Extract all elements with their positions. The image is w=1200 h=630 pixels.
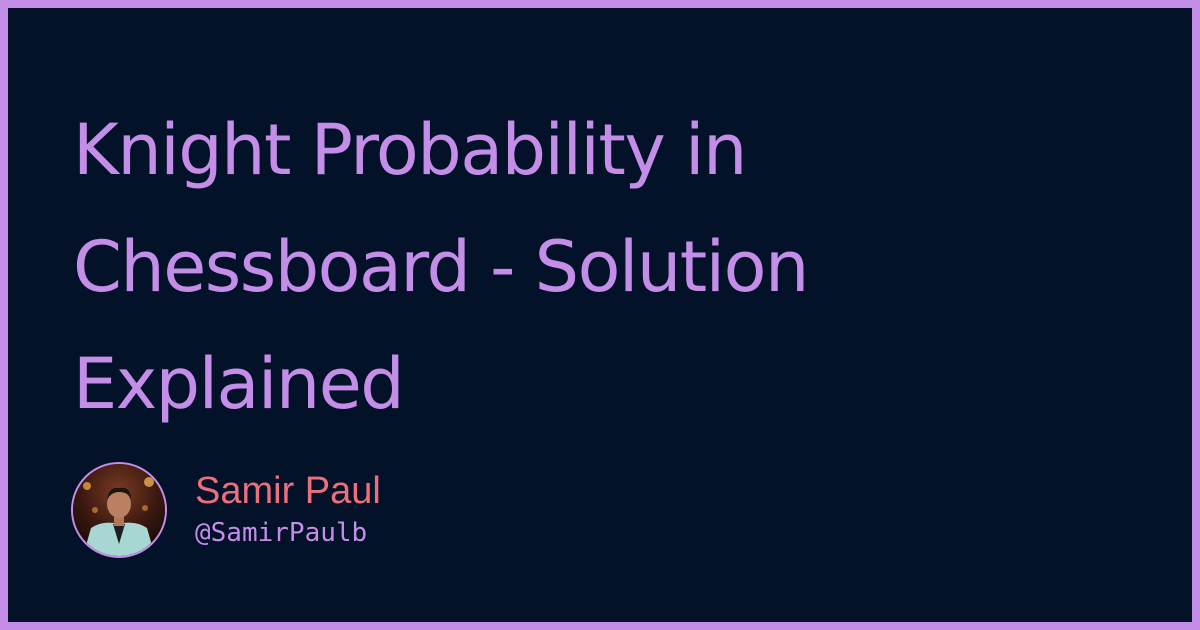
author-name[interactable]: Samir Paul: [195, 470, 381, 512]
page-title: Knight Probability in Chessboard - Solut…: [73, 109, 809, 425]
author-block: Samir Paul @SamirPaulb: [71, 460, 381, 560]
avatar: [71, 462, 167, 558]
author-handle[interactable]: @SamirPaulb: [195, 518, 368, 548]
author-text: Samir Paul @SamirPaulb: [195, 469, 381, 551]
author-photo-icon: [73, 464, 165, 556]
og-card: Knight Probability in Chessboard - Solut…: [8, 8, 1192, 622]
